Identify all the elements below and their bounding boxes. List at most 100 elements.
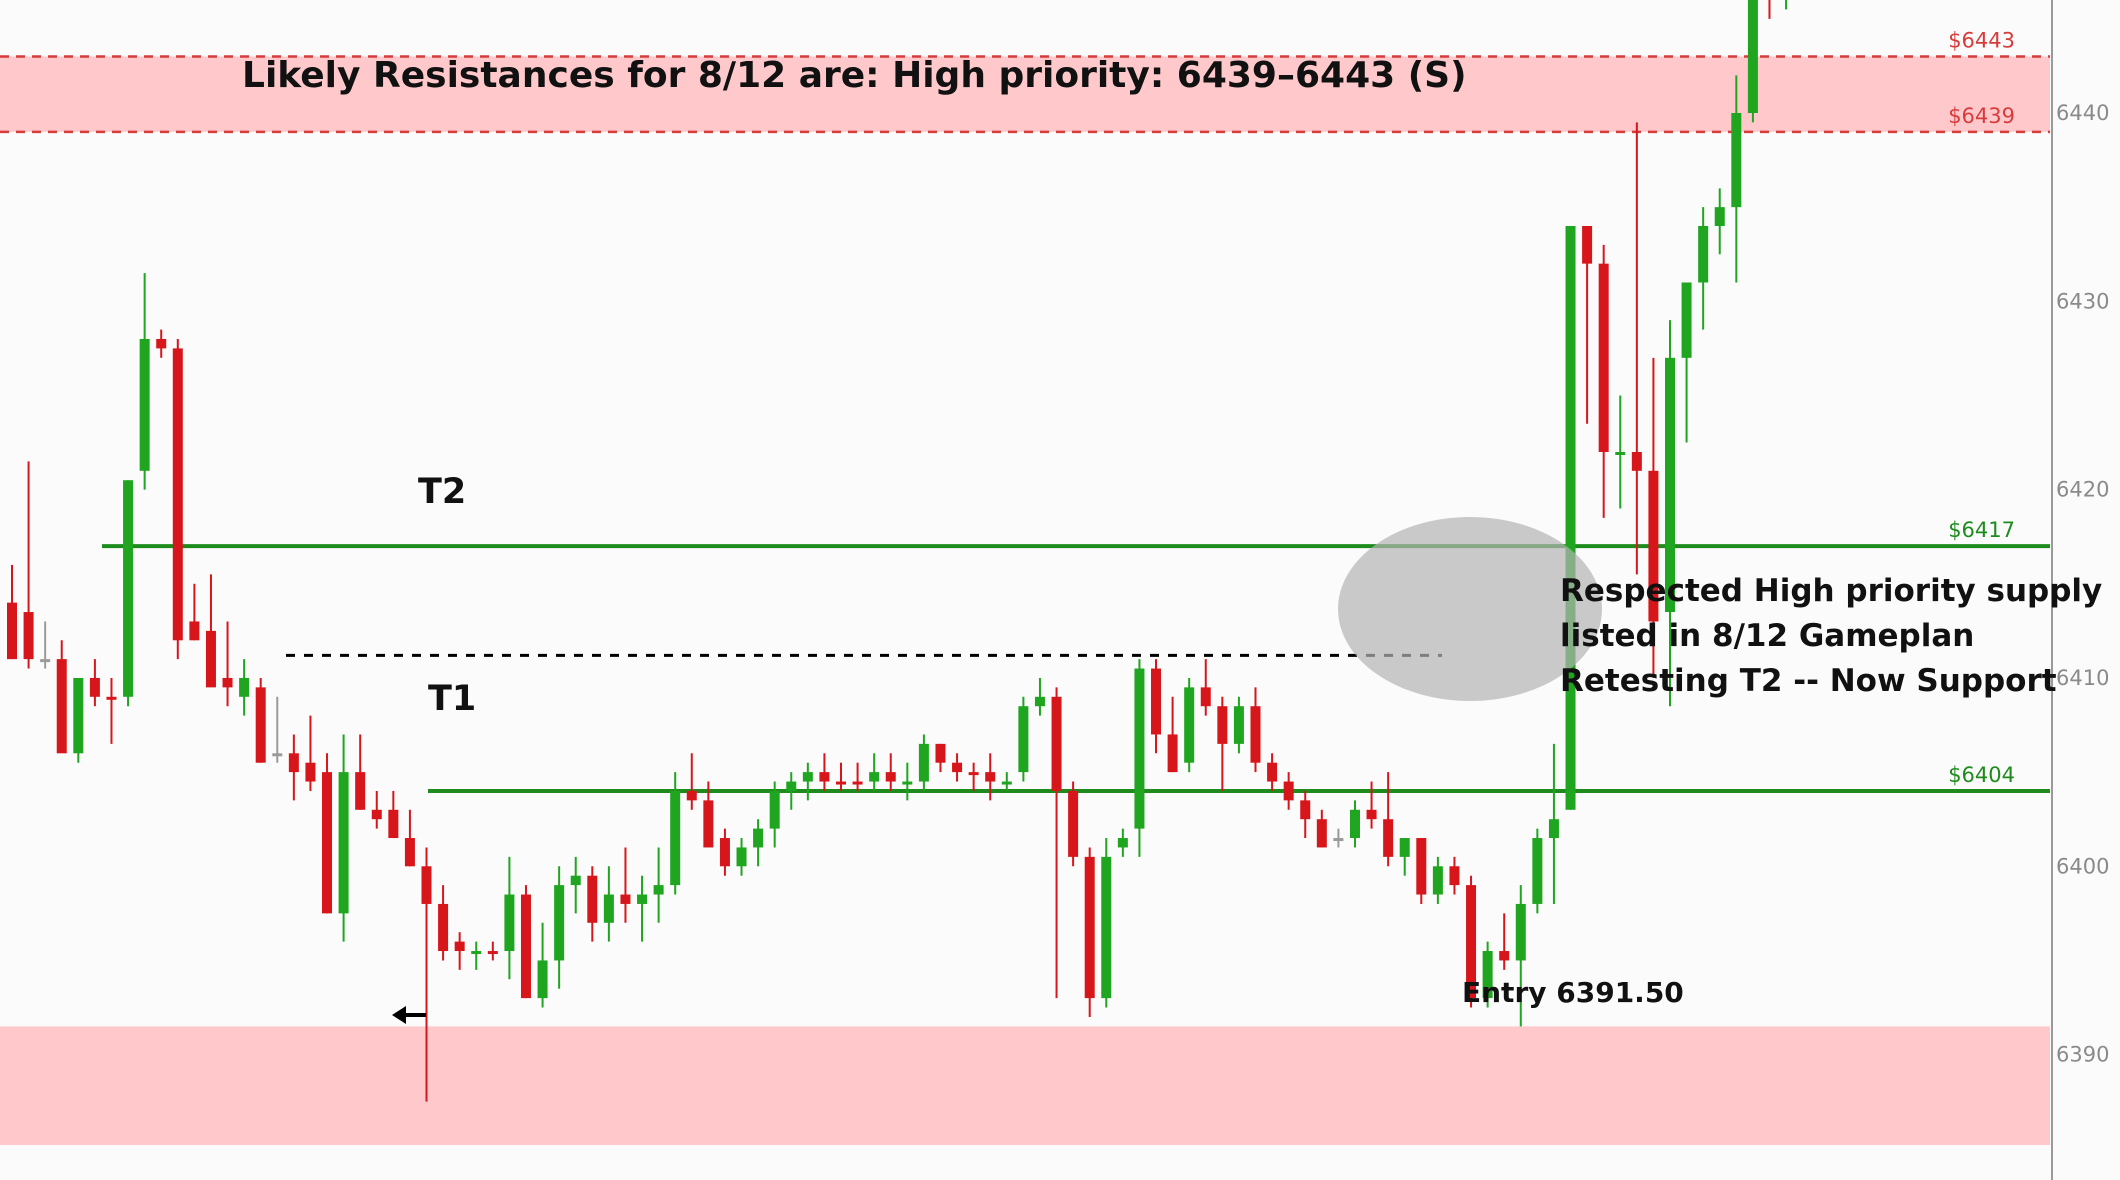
resistance-title: Likely Resistances for 8/12 are: High pr… bbox=[242, 55, 1467, 96]
level-6439-label: $6439 bbox=[1948, 104, 2015, 128]
candle bbox=[1482, 941, 1493, 1008]
candle bbox=[1068, 781, 1079, 867]
candle bbox=[1034, 677, 1045, 716]
candle bbox=[1366, 781, 1377, 829]
candle bbox=[1101, 838, 1112, 1008]
candle bbox=[1681, 282, 1692, 443]
candle bbox=[1731, 75, 1742, 283]
candle bbox=[189, 583, 200, 641]
candle bbox=[1084, 847, 1095, 1017]
candle bbox=[355, 734, 366, 810]
candle bbox=[106, 677, 117, 744]
candle bbox=[239, 659, 250, 716]
candle bbox=[719, 828, 730, 876]
candle bbox=[603, 866, 614, 942]
candle bbox=[338, 734, 349, 942]
candle bbox=[554, 866, 565, 989]
candle bbox=[1416, 838, 1427, 904]
candle bbox=[802, 762, 813, 801]
candle bbox=[836, 762, 846, 791]
candle bbox=[1399, 838, 1410, 876]
candles-layer bbox=[7, 0, 1788, 1102]
candle bbox=[1747, 0, 1758, 123]
retest-highlight-ellipse bbox=[1338, 517, 1602, 701]
candle bbox=[1316, 809, 1327, 848]
candle bbox=[7, 564, 17, 660]
candle bbox=[620, 847, 631, 923]
candle bbox=[404, 809, 415, 867]
candle bbox=[1001, 772, 1012, 791]
candle bbox=[255, 677, 266, 763]
candle bbox=[520, 885, 531, 999]
candle bbox=[753, 819, 764, 867]
candle bbox=[1548, 743, 1559, 904]
t1-label: T1 bbox=[428, 679, 476, 719]
t2-label: T2 bbox=[418, 472, 466, 512]
candle bbox=[23, 461, 34, 669]
candle bbox=[1499, 913, 1510, 970]
candle bbox=[1698, 207, 1709, 330]
candle bbox=[1051, 687, 1062, 999]
candle bbox=[1532, 828, 1543, 914]
candle bbox=[1648, 357, 1659, 678]
demand-zone bbox=[0, 1026, 2050, 1145]
candle bbox=[421, 847, 432, 1102]
candle bbox=[869, 753, 880, 791]
price-axis: 6390 6400 6410 6420 6430 6440 bbox=[2051, 0, 2109, 1180]
candle bbox=[1714, 188, 1725, 255]
level-6404-label: $6404 bbox=[1948, 763, 2015, 787]
candle bbox=[1018, 696, 1029, 782]
candle bbox=[935, 743, 946, 773]
price-tick-label: 6410 bbox=[2056, 666, 2109, 690]
price-tick-label: 6430 bbox=[2056, 289, 2109, 313]
candle bbox=[968, 762, 979, 791]
candle bbox=[322, 753, 333, 914]
candle bbox=[587, 866, 598, 942]
level-6443-label: $6443 bbox=[1948, 28, 2015, 52]
candle bbox=[1515, 885, 1526, 1027]
candle bbox=[73, 677, 84, 763]
candle bbox=[570, 856, 581, 914]
candle bbox=[902, 762, 913, 801]
candle bbox=[885, 753, 896, 791]
candle bbox=[172, 338, 183, 660]
price-tick-label: 6440 bbox=[2056, 101, 2109, 125]
candle bbox=[288, 734, 299, 801]
candle bbox=[1466, 875, 1477, 1008]
candle bbox=[769, 781, 780, 848]
candle bbox=[89, 659, 100, 707]
candle bbox=[1151, 659, 1162, 754]
resistance-zone bbox=[0, 56, 2050, 132]
candle bbox=[123, 480, 134, 707]
candle bbox=[1449, 856, 1460, 895]
candle bbox=[438, 885, 449, 961]
candle bbox=[222, 621, 233, 707]
candle bbox=[1200, 659, 1211, 716]
candle bbox=[637, 875, 648, 942]
candle bbox=[1167, 696, 1178, 773]
candle bbox=[1333, 828, 1344, 848]
candle bbox=[139, 273, 150, 490]
candle bbox=[537, 922, 548, 1008]
candle bbox=[272, 696, 283, 763]
levels-layer: $6443 $6439 $6417 $6404 bbox=[0, 28, 2050, 793]
candle bbox=[156, 329, 167, 358]
candle bbox=[454, 932, 465, 970]
candle bbox=[56, 640, 67, 754]
candle bbox=[1768, 0, 1771, 19]
candle bbox=[918, 734, 929, 791]
candle bbox=[471, 941, 482, 970]
candle bbox=[1383, 772, 1394, 867]
note-line-3: Retesting T2 -- Now Support bbox=[1560, 663, 2057, 699]
candle bbox=[1134, 659, 1145, 857]
candle bbox=[670, 772, 681, 895]
candle bbox=[686, 753, 697, 810]
candle bbox=[504, 856, 515, 980]
candle bbox=[1349, 800, 1360, 848]
candle bbox=[786, 772, 797, 810]
price-tick-label: 6400 bbox=[2056, 854, 2109, 878]
candle bbox=[40, 621, 51, 669]
candle bbox=[1117, 828, 1128, 857]
